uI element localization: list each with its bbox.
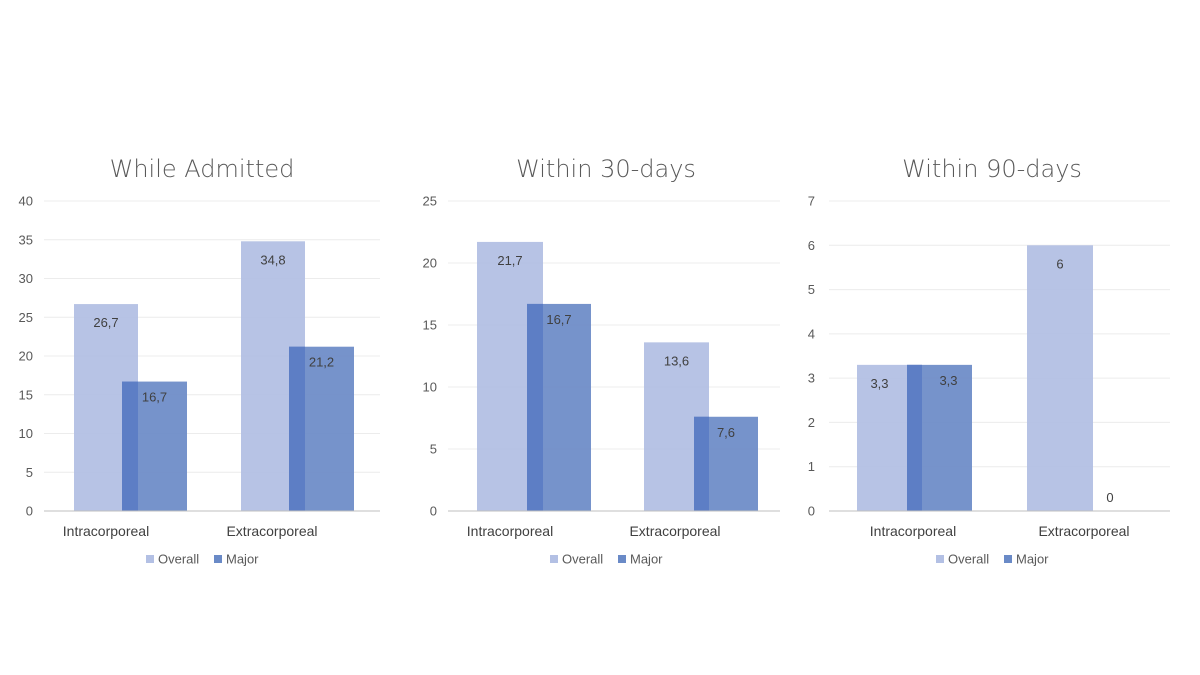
data-label-major: 16,7 <box>142 390 167 405</box>
x-category-label: Intracorporeal <box>63 523 149 539</box>
data-label-overall: 3,3 <box>870 376 888 391</box>
legend-swatch-major <box>618 555 626 563</box>
y-tick-label: 15 <box>423 318 437 333</box>
x-category-label: Extracorporeal <box>1038 523 1129 539</box>
y-tick-label: 25 <box>423 194 437 209</box>
legend-swatch-overall <box>550 555 558 563</box>
y-tick-label: 7 <box>808 194 815 209</box>
y-tick-label: 10 <box>423 380 437 395</box>
bar-major-overlap <box>694 416 709 511</box>
data-label-overall: 26,7 <box>93 315 118 330</box>
bar-major-overlap <box>122 381 138 511</box>
y-tick-label: 5 <box>808 282 815 297</box>
bar-major-overlap <box>527 303 543 511</box>
legend-swatch-overall <box>146 555 154 563</box>
y-tick-label: 5 <box>26 465 33 480</box>
x-category-label: Extracorporeal <box>629 523 720 539</box>
y-tick-label: 0 <box>808 504 815 519</box>
y-tick-label: 40 <box>19 194 33 209</box>
data-label-overall: 21,7 <box>497 253 522 268</box>
y-tick-label: 15 <box>19 387 33 402</box>
legend-label-major: Major <box>630 552 663 567</box>
y-tick-label: 0 <box>430 504 437 519</box>
legend-label-major: Major <box>226 552 259 567</box>
chart-title: While Admitted <box>110 155 295 183</box>
y-tick-label: 35 <box>19 232 33 247</box>
legend-swatch-overall <box>936 555 944 563</box>
legend-label-major: Major <box>1016 552 1049 567</box>
data-label-major: 21,2 <box>309 355 334 370</box>
legend-label-overall: Overall <box>158 552 199 567</box>
y-tick-label: 25 <box>19 310 33 325</box>
y-tick-label: 4 <box>808 326 815 341</box>
data-label-major: 3,3 <box>939 373 957 388</box>
x-category-label: Extracorporeal <box>226 523 317 539</box>
data-label-major: 0 <box>1106 490 1113 505</box>
legend-label-overall: Overall <box>562 552 603 567</box>
legend-label-overall: Overall <box>948 552 989 567</box>
y-tick-label: 20 <box>19 349 33 364</box>
y-tick-label: 20 <box>423 256 437 271</box>
data-label-major: 7,6 <box>717 425 735 440</box>
chart-title: Within 30-days <box>516 155 696 183</box>
y-tick-label: 3 <box>808 371 815 386</box>
y-tick-label: 1 <box>808 459 815 474</box>
legend-swatch-major <box>1004 555 1012 563</box>
bar-overall <box>1027 245 1093 512</box>
bar-major-overlap <box>907 364 922 511</box>
x-category-label: Intracorporeal <box>870 523 956 539</box>
y-tick-label: 2 <box>808 415 815 430</box>
chart-title: Within 90-days <box>902 155 1082 183</box>
data-label-major: 16,7 <box>546 312 571 327</box>
y-tick-label: 30 <box>19 271 33 286</box>
x-category-label: Intracorporeal <box>467 523 553 539</box>
data-label-overall: 6 <box>1056 256 1063 271</box>
data-label-overall: 13,6 <box>664 353 689 368</box>
data-label-overall: 34,8 <box>260 252 285 267</box>
legend-swatch-major <box>214 555 222 563</box>
y-tick-label: 0 <box>26 504 33 519</box>
y-tick-label: 5 <box>430 442 437 457</box>
bar-major-overlap <box>289 346 305 511</box>
y-tick-label: 10 <box>19 426 33 441</box>
y-tick-label: 6 <box>808 238 815 253</box>
